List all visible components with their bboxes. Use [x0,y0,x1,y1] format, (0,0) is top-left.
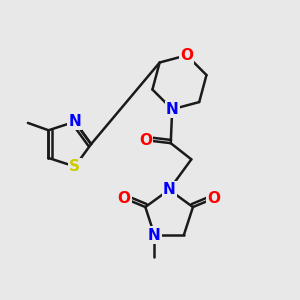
Text: O: O [208,191,220,206]
Text: O: O [139,133,152,148]
Text: O: O [180,48,193,63]
Text: N: N [166,102,178,117]
Text: N: N [163,182,175,197]
Text: N: N [68,114,81,129]
Text: N: N [148,227,161,242]
Text: O: O [118,191,130,206]
Text: S: S [69,159,80,174]
